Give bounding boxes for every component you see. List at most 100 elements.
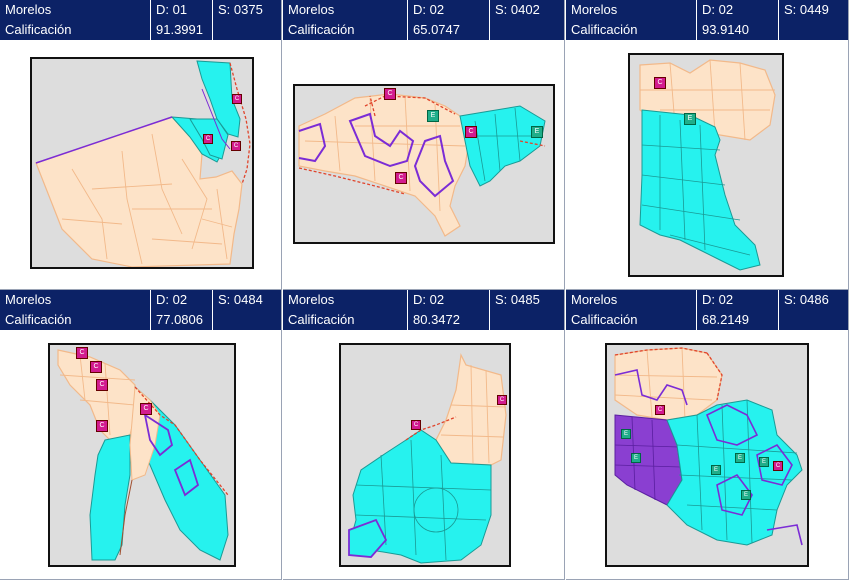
marker-letter: E [713,467,718,473]
marker-letter: C [234,96,240,102]
marker-c-icon: C [96,420,108,432]
section-map-drawing [348,353,507,564]
marker-c-icon: C [773,461,783,471]
district-label: D: 02 [413,2,445,17]
marker-letter: C [413,422,419,428]
panel-score-row: Calificación 77.0806 [0,310,281,330]
section-label: S: 0402 [495,2,540,17]
score-label: Calificación [571,22,638,37]
panel-score-row: Calificación 93.9140 [566,20,848,40]
panel-header-row: Morelos D: 02 S: 0485 [283,290,564,310]
marker-letter: C [99,381,105,388]
marker-letter: E [737,455,742,461]
section-map: C C [339,343,511,567]
panel-score-row: Calificación 68.2149 [566,310,848,330]
panel-section-0484: Morelos D: 02 S: 0484 Calificación 77.08… [0,290,282,580]
marker-letter: E [761,459,766,465]
marker-letter: C [387,90,393,97]
marker-e-icon: E [684,113,696,125]
score-value: 80.3472 [413,312,460,327]
marker-e-icon: E [741,490,751,500]
panel-header-row: Morelos D: 02 S: 0449 [566,0,848,20]
district-label: D: 02 [413,292,445,307]
section-label: S: 0375 [218,2,263,17]
marker-c-icon: C [395,172,407,184]
panel-score-row: Calificación 91.3991 [0,20,281,40]
section-map: C E [628,53,784,277]
section-map: C C C C C [48,343,236,567]
marker-e-icon: E [759,457,769,467]
section-map-drawing [298,93,546,237]
section-label: S: 0449 [784,2,829,17]
marker-c-icon: C [140,403,152,415]
marker-e-icon: E [711,465,721,475]
state-label: Morelos [5,292,52,307]
marker-c-icon: C [76,347,88,359]
panel-section-0485: Morelos D: 02 S: 0485 Calificación 80.34… [283,290,565,580]
marker-e-icon: E [427,110,439,122]
marker-letter: E [534,128,540,135]
marker-e-icon: E [531,126,543,138]
panel-header-row: Morelos D: 02 S: 0486 [566,290,848,310]
marker-letter: E [633,455,638,461]
panel-header-row: Morelos D: 02 S: 0402 [283,0,564,20]
marker-letter: C [99,422,105,429]
section-label: S: 0486 [784,292,829,307]
section-map: C E C E C [293,84,555,244]
section-map: C E E E E E C E [605,343,809,567]
panel-section-0375: Morelos D: 01 S: 0375 Calificación 91.39… [0,0,282,290]
section-map-drawing [614,347,803,546]
district-label: D: 02 [702,292,734,307]
marker-letter: C [398,174,404,181]
score-value: 65.0747 [413,22,460,37]
district-label: D: 02 [156,292,188,307]
marker-c-icon: C [90,361,102,373]
marker-c-icon: C [654,77,666,89]
score-label: Calificación [571,312,638,327]
score-label: Calificación [288,22,355,37]
state-label: Morelos [288,292,335,307]
marker-c-icon: C [232,94,242,104]
marker-e-icon: E [735,453,745,463]
score-value: 91.3991 [156,22,203,37]
marker-letter: C [499,397,505,403]
marker-c-icon: C [655,405,665,415]
marker-letter: E [623,431,628,437]
marker-c-icon: C [231,141,241,151]
panel-section-0449: Morelos D: 02 S: 0449 Calificación 93.91… [566,0,849,290]
state-label: Morelos [288,2,335,17]
marker-letter: C [205,136,211,142]
district-label: D: 02 [702,2,734,17]
score-label: Calificación [5,22,72,37]
panel-header-row: Morelos D: 01 S: 0375 [0,0,281,20]
marker-letter: E [430,112,436,119]
marker-c-icon: C [497,395,507,405]
state-label: Morelos [571,2,618,17]
section-map: C C C [30,57,254,269]
marker-letter: C [79,349,85,356]
district-label: D: 01 [156,2,188,17]
state-label: Morelos [571,292,618,307]
panel-header-row: Morelos D: 02 S: 0484 [0,290,281,310]
marker-c-icon: C [465,126,477,138]
score-value: 77.0806 [156,312,203,327]
marker-letter: C [657,407,663,413]
marker-c-icon: C [96,379,108,391]
state-label: Morelos [5,2,52,17]
section-label: S: 0484 [218,292,263,307]
panel-section-0402: Morelos D: 02 S: 0402 Calificación 65.07… [283,0,565,290]
marker-letter: C [233,143,239,149]
marker-c-icon: C [203,134,213,144]
marker-e-icon: E [621,429,631,439]
marker-letter: E [743,492,748,498]
score-value: 93.9140 [702,22,749,37]
section-label: S: 0485 [495,292,540,307]
marker-c-icon: C [411,420,421,430]
marker-letter: C [657,79,663,86]
panel-section-0486: Morelos D: 02 S: 0486 Calificación 68.21… [566,290,849,580]
score-label: Calificación [5,312,72,327]
marker-letter: C [143,405,149,412]
section-map-drawing [639,59,776,271]
panel-score-row: Calificación 65.0747 [283,20,564,40]
